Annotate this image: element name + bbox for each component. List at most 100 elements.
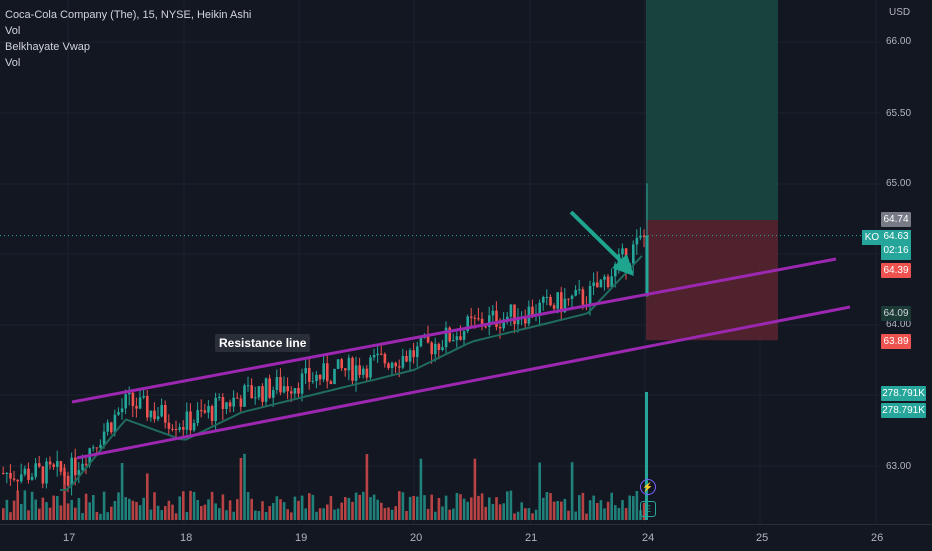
volume-bar bbox=[282, 502, 286, 520]
candle-body bbox=[621, 248, 624, 255]
candle-body bbox=[218, 397, 221, 399]
volume-bar bbox=[509, 490, 513, 520]
volume-bar bbox=[34, 499, 37, 520]
earnings-icon[interactable]: E bbox=[640, 501, 656, 517]
volume-bar bbox=[376, 499, 379, 520]
volume-bar bbox=[149, 509, 153, 520]
volume-bar bbox=[290, 512, 293, 520]
candle-body bbox=[473, 317, 477, 319]
volume-bar bbox=[214, 503, 217, 520]
resistance-line-label[interactable]: Resistance line bbox=[215, 334, 311, 352]
candle-body bbox=[189, 411, 192, 431]
volume-bar bbox=[401, 492, 405, 520]
volume-bar bbox=[354, 492, 358, 520]
volume-bar bbox=[470, 497, 473, 520]
candle-body bbox=[124, 394, 127, 409]
candle-body bbox=[38, 463, 41, 467]
volume-bar bbox=[2, 508, 5, 520]
volume-bar bbox=[196, 499, 199, 520]
dividend-icon[interactable]: ⚡ bbox=[640, 479, 656, 495]
volume-bar bbox=[56, 496, 59, 520]
volume-bar bbox=[362, 491, 365, 520]
candle-body bbox=[106, 422, 109, 432]
breakout-arrow bbox=[569, 210, 624, 264]
candle-body bbox=[538, 302, 541, 316]
volume-bar bbox=[419, 458, 423, 520]
candle-body bbox=[81, 463, 84, 471]
breakout-volume bbox=[645, 392, 648, 520]
date-label: 19 bbox=[295, 532, 308, 544]
candle-body bbox=[185, 411, 189, 430]
candle-body bbox=[261, 386, 264, 402]
volume-tag: 278.791K bbox=[881, 386, 926, 401]
volume-bar bbox=[405, 511, 408, 520]
time-axis[interactable]: 17 18 19 20 21 24 25 26 bbox=[0, 524, 932, 551]
candle-body bbox=[12, 478, 16, 480]
candle-body bbox=[84, 463, 88, 465]
volume-bar bbox=[549, 493, 552, 520]
candle-body bbox=[563, 298, 567, 313]
candle-body bbox=[293, 388, 297, 394]
volume-bar bbox=[369, 497, 372, 520]
candle-body bbox=[642, 235, 646, 238]
candle-body bbox=[232, 397, 235, 407]
volume-bar bbox=[200, 505, 203, 520]
legend-volume-2: Vol bbox=[5, 57, 21, 69]
volume-bar bbox=[642, 502, 646, 520]
volume-bar bbox=[30, 491, 34, 520]
symbol-tag: KO bbox=[862, 230, 882, 245]
volume-bar bbox=[131, 500, 135, 520]
volume-bar bbox=[315, 511, 318, 520]
candle-body bbox=[286, 386, 289, 392]
candle-body bbox=[192, 423, 196, 431]
volume-bar bbox=[117, 492, 120, 520]
candle-body bbox=[426, 336, 430, 343]
loss-zone bbox=[646, 220, 778, 341]
candle-body bbox=[509, 304, 513, 317]
candle-body bbox=[149, 410, 153, 418]
volume-bar bbox=[311, 494, 315, 520]
candle-body bbox=[45, 461, 48, 484]
volume-bar bbox=[592, 495, 595, 520]
candle-body bbox=[77, 470, 81, 476]
volume-bar bbox=[239, 457, 243, 520]
last-price-tag: 64.63 02:16 bbox=[881, 230, 911, 260]
candle-body bbox=[448, 327, 451, 342]
volume-bar bbox=[124, 497, 127, 520]
volume-bar bbox=[466, 501, 469, 520]
candle-body bbox=[549, 296, 552, 306]
volume-bar bbox=[27, 510, 30, 520]
volume-bar bbox=[585, 513, 588, 520]
volume-bar bbox=[318, 508, 322, 520]
volume-bar bbox=[84, 493, 88, 520]
candle-body bbox=[279, 377, 282, 393]
candle-body bbox=[387, 363, 390, 369]
candle-body bbox=[437, 343, 441, 351]
volume-bar bbox=[63, 467, 66, 520]
candle-body bbox=[20, 474, 23, 482]
profit-zone bbox=[646, 0, 778, 221]
volume-bar bbox=[452, 508, 455, 520]
volume-bar bbox=[430, 494, 433, 520]
candle-body bbox=[416, 346, 419, 358]
volume-bar bbox=[174, 513, 178, 520]
volume-bar bbox=[45, 502, 48, 520]
volume-bar bbox=[581, 492, 585, 520]
target-price-tag: 64.74 bbox=[881, 212, 911, 227]
volume-bar bbox=[38, 508, 41, 520]
volume-bar bbox=[192, 491, 196, 520]
volume-bar bbox=[545, 492, 549, 520]
candle-body bbox=[452, 340, 455, 342]
volume-bar bbox=[506, 491, 509, 520]
volume-bar bbox=[20, 503, 23, 520]
candle-body bbox=[135, 406, 138, 409]
volume-bar bbox=[221, 494, 225, 520]
volume-bar bbox=[408, 496, 412, 520]
volume-bar bbox=[59, 505, 63, 520]
candle-body bbox=[369, 357, 372, 378]
date-label: 20 bbox=[410, 532, 423, 544]
date-label: 26 bbox=[871, 532, 884, 544]
arrow-head bbox=[612, 254, 634, 276]
candle-body bbox=[516, 319, 520, 325]
